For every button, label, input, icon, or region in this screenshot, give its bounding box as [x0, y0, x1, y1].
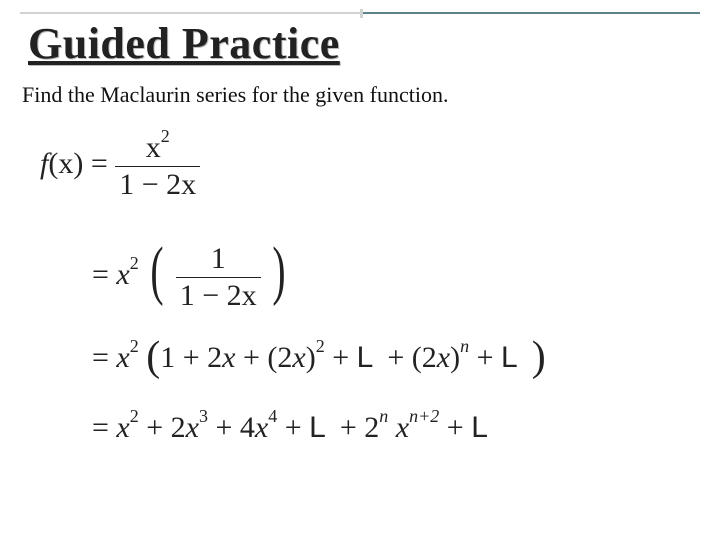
x: x — [116, 258, 129, 291]
x-sup: 2 — [130, 406, 139, 426]
two: 2 — [422, 341, 437, 374]
rparen: ) — [306, 341, 316, 374]
lparen: ( — [412, 341, 422, 374]
eq-sign: = — [91, 147, 108, 180]
num-1: 1 — [176, 242, 261, 276]
plus: + — [340, 411, 357, 444]
rparen: ) — [450, 341, 460, 374]
page-title: Guided Practice — [28, 18, 340, 69]
plus: + — [447, 411, 464, 444]
two: 2 — [277, 341, 292, 374]
equation-line-3: = x2 (1 + 2x + (2x)2 + L + (2x)n + L ) — [92, 330, 546, 378]
equation-line-4: = x2 + 2x3 + 4x4 + L + 2n xn+2 + L — [92, 410, 487, 445]
den-1: 1 — [180, 279, 195, 312]
den-2: 2 — [227, 279, 242, 312]
sq: 2 — [316, 336, 325, 356]
ellipsis: L — [309, 411, 325, 444]
p4: 4 — [268, 406, 277, 426]
rparen-big: ) — [273, 233, 286, 309]
lparen: ( — [146, 334, 160, 380]
top-rule — [20, 12, 700, 16]
plus: + — [387, 341, 404, 374]
n: n — [460, 336, 469, 356]
equation-line-2: = x2 ( 1 1 − 2x ) — [92, 225, 290, 313]
subtitle: Find the Maclaurin series for the given … — [22, 82, 448, 108]
x: x — [116, 341, 129, 374]
plus: + — [146, 411, 163, 444]
rparen: ) — [532, 334, 546, 380]
den-x: x — [242, 279, 257, 312]
fn-args: (x) — [48, 147, 83, 180]
plus: + — [243, 341, 260, 374]
x: x — [292, 341, 305, 374]
lparen: ( — [267, 341, 277, 374]
cube: 3 — [199, 406, 208, 426]
x-sup: 2 — [130, 253, 139, 273]
x: x — [255, 411, 268, 444]
eq-sign: = — [92, 258, 109, 291]
four: 4 — [240, 411, 255, 444]
fraction-1: x2 1 − 2x — [115, 130, 200, 202]
two: 2 — [364, 411, 379, 444]
one: 1 — [160, 341, 175, 374]
fraction-2: 1 1 − 2x — [176, 242, 261, 313]
ellipsis: L — [501, 341, 517, 374]
x: x — [222, 341, 235, 374]
plus: + — [477, 341, 494, 374]
den-2: 2 — [166, 168, 181, 201]
x-sup: 2 — [130, 336, 139, 356]
n: n — [379, 406, 388, 426]
plus: + — [285, 411, 302, 444]
eq-sign: = — [92, 341, 109, 374]
ellipsis: L — [357, 341, 373, 374]
x: x — [116, 411, 129, 444]
x: x — [437, 341, 450, 374]
den-x: x — [181, 168, 196, 201]
num-x: x — [146, 131, 161, 164]
ellipsis: L — [471, 411, 487, 444]
den-minus: − — [202, 279, 219, 312]
plus: + — [216, 411, 233, 444]
two: 2 — [171, 411, 186, 444]
num-sup: 2 — [161, 126, 170, 146]
np2: n+2 — [409, 406, 439, 426]
den-1: 1 — [119, 168, 134, 201]
den-minus: − — [142, 168, 159, 201]
two: 2 — [207, 341, 222, 374]
plus: + — [183, 341, 200, 374]
top-rule-tick — [360, 9, 363, 18]
x: x — [396, 411, 409, 444]
plus: + — [332, 341, 349, 374]
x: x — [186, 411, 199, 444]
lparen-big: ( — [151, 233, 164, 309]
equation-line-1: f(x) = x2 1 − 2x — [40, 130, 200, 202]
eq-sign: = — [92, 411, 109, 444]
